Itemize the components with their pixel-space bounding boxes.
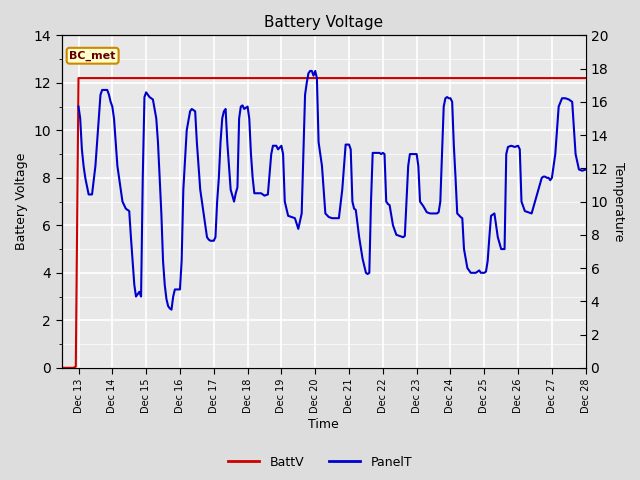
Text: BC_met: BC_met — [70, 50, 116, 61]
Title: Battery Voltage: Battery Voltage — [264, 15, 383, 30]
Legend: BattV, PanelT: BattV, PanelT — [223, 451, 417, 474]
X-axis label: Time: Time — [308, 419, 339, 432]
Y-axis label: Battery Voltage: Battery Voltage — [15, 153, 28, 250]
Y-axis label: Temperature: Temperature — [612, 162, 625, 241]
